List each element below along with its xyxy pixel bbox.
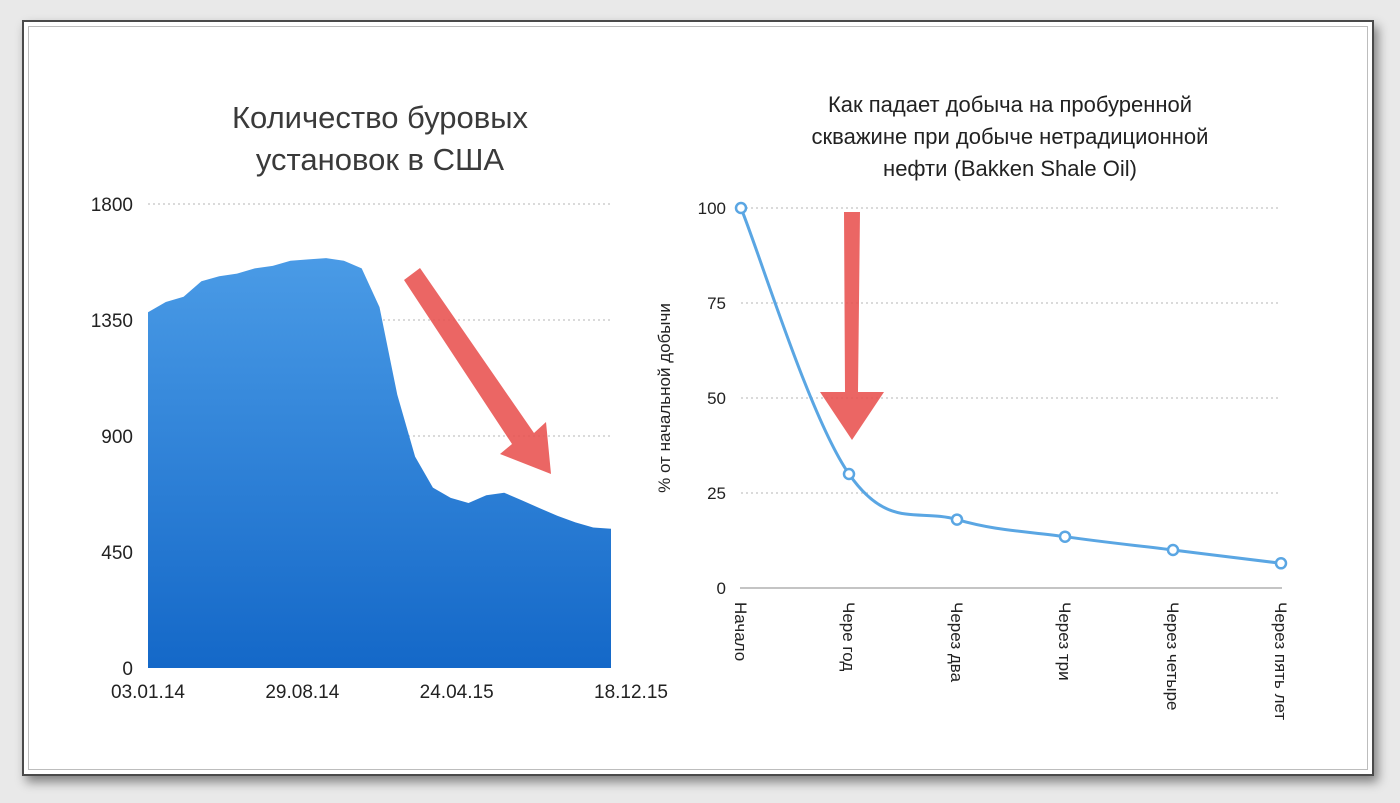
data-point [1166,543,1180,557]
chart1-title-line2: установок в США [256,142,505,177]
chart2-x-tick-label: Через пять лет [1271,602,1290,720]
chart2-x-tick-label: Через четыре [1163,602,1182,711]
chart1-x-tick-label: 24.04.15 [420,682,494,703]
data-point [842,467,856,481]
chart2-y-tick-label: 75 [707,294,726,313]
down-arrow [820,212,884,440]
data-point [1274,557,1288,570]
production-decline-chart: Как падает добыча на пробуренной скважин… [655,92,1290,720]
chart2-y-tick-label: 0 [717,579,726,598]
chart2-x-tick-label: Начало [731,602,750,661]
decline-arrow [404,268,551,474]
chart1-x-tick-label: 29.08.14 [265,682,339,703]
data-point [1058,530,1072,543]
chart2-y-axis-label: % от начальной добычи [655,303,674,493]
rig-count-chart: Количество буровых установок в США 0 450 9… [91,100,668,703]
chart2-points [734,201,1288,570]
chart1-x-tick-label: 03.01.14 [111,682,185,703]
chart1-x-tick-label: 18.12.15 [594,682,668,703]
chart2-y-tick-label: 50 [707,389,726,408]
chart2-title-line2: скважине при добыче нетрадиционной [812,124,1209,149]
production-line [739,207,1282,565]
chart1-x-ticks: 03.01.14 29.08.14 24.04.15 18.12.15 [111,682,668,703]
chart1-y-tick-label: 1800 [91,195,133,216]
chart1-y-tick-label: 900 [101,427,133,448]
chart2-x-ticks: Начало Чере год Через два Через три Через че… [731,602,1290,720]
chart2-x-tick-label: Через два [947,602,966,683]
data-point [734,201,748,215]
chart2-y-tick-label: 25 [707,484,726,503]
chart1-y-tick-label: 1350 [91,311,133,332]
chart1-y-tick-label: 0 [122,659,133,680]
data-point [950,513,964,526]
rig-count-area [148,258,611,668]
chart2-y-tick-label: 100 [698,199,726,218]
chart1-title-line1: Количество буровых [232,100,529,135]
chart2-gridlines [741,207,1281,494]
chart2-x-tick-label: Чере год [839,602,858,671]
chart2-title-line1: Как падает добыча на пробуренной [828,92,1192,117]
chart2-title-line3: нефти (Bakken Shale Oil) [883,156,1137,181]
chart2-x-tick-label: Через три [1055,602,1074,681]
chart1-y-tick-label: 450 [101,543,133,564]
chart1-y-ticks: 0 450 900 1350 1800 [91,195,133,680]
chart2-y-ticks: 0 25 50 75 100 [698,199,726,598]
